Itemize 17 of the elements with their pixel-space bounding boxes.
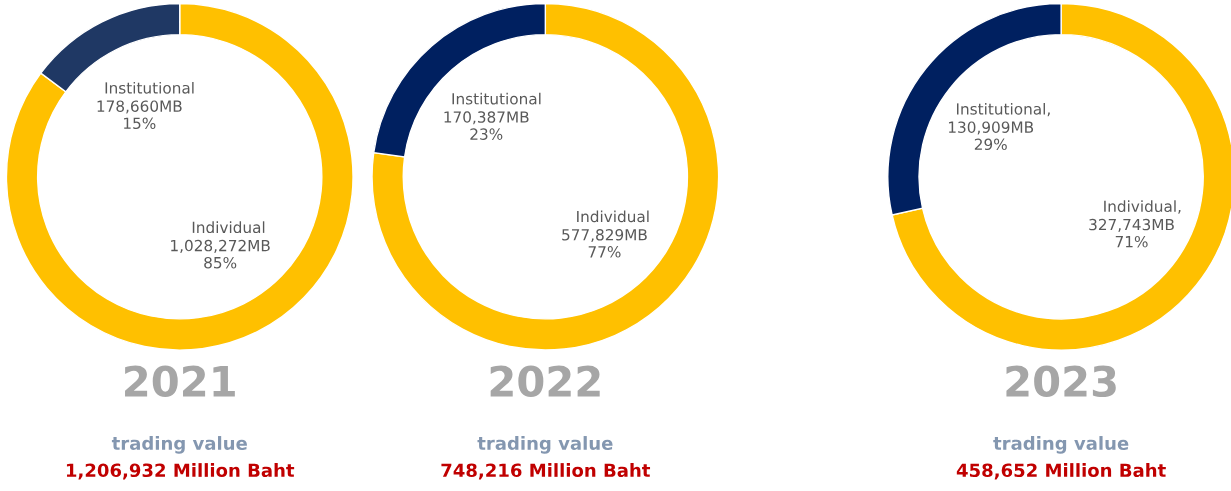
data-label: 577,829MB 77% bbox=[562, 228, 647, 258]
data-label: 170,387MB 23% bbox=[444, 111, 529, 140]
text: 2022 bbox=[490, 365, 600, 398]
slice-label: Individual bbox=[192, 221, 265, 234]
text: 748,216 Million Baht bbox=[441, 463, 651, 480]
text: 458,652 Million Baht bbox=[956, 463, 1166, 480]
slice-label: Institutional bbox=[105, 81, 194, 94]
text: trading value bbox=[993, 436, 1129, 454]
data-label: 178,660MB 15% bbox=[97, 100, 182, 130]
text: 2023 bbox=[1006, 365, 1116, 398]
text: 1,206,932 Million Baht bbox=[66, 463, 295, 480]
data-label: 1,028,272MB 85% bbox=[171, 239, 270, 269]
text: trading value bbox=[477, 436, 613, 454]
slice-label: Individual bbox=[577, 210, 649, 223]
text: 2021 bbox=[125, 365, 235, 398]
text: trading value bbox=[111, 436, 247, 454]
slice-label: Institutional bbox=[452, 92, 541, 105]
